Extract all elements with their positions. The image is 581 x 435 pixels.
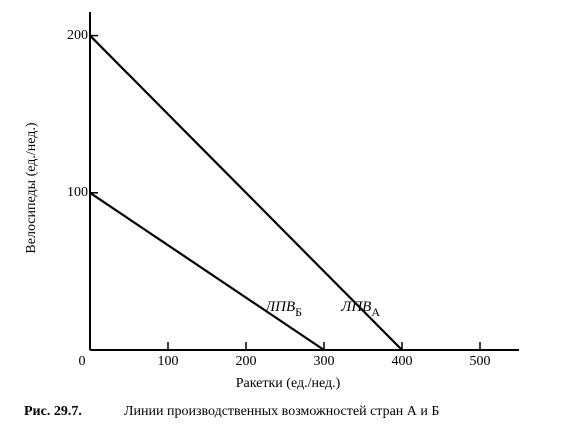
x-tick-label: 100 xyxy=(158,354,179,369)
caption-label: Рис. 29.7. xyxy=(24,404,82,419)
x-tick-label: 0 xyxy=(79,354,86,369)
series-subscript: Б xyxy=(295,305,302,319)
caption: Линии производственных возможностей стра… xyxy=(124,404,439,419)
x-tick-label: 400 xyxy=(392,354,413,369)
series-label: ЛПВА xyxy=(340,299,380,318)
y-axis-title: Велосипеды (ед./нед.) xyxy=(24,122,39,253)
ppf-line xyxy=(89,191,325,351)
y-tick-label: 100 xyxy=(67,185,88,200)
x-tick-label: 500 xyxy=(470,354,491,369)
series-subscript: А xyxy=(371,305,380,319)
series-name: ЛПВ xyxy=(340,299,371,315)
x-axis-title: Ракетки (ед./нед.) xyxy=(236,376,341,391)
series-label: ЛПВБ xyxy=(264,299,302,318)
ppf-line xyxy=(89,34,403,351)
x-tick-label: 300 xyxy=(314,354,335,369)
series-name: ЛПВ xyxy=(264,299,295,315)
y-tick-label: 200 xyxy=(67,28,88,43)
x-tick-label: 200 xyxy=(236,354,257,369)
